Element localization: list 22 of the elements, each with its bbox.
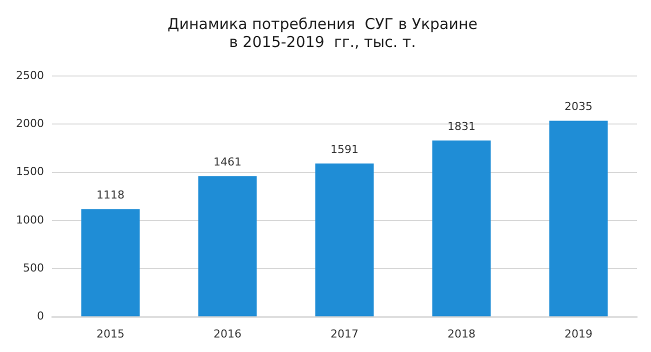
chart-title: Динамика потребления СУГ в Украине в 2015-2019 гг., тыс. т. xyxy=(167,14,478,51)
x-tick-label: 2017 xyxy=(330,327,358,340)
x-tick-label: 2015 xyxy=(96,327,124,340)
data-label: 1461 xyxy=(213,155,242,168)
x-tick-label: 2016 xyxy=(213,327,242,340)
y-tick-label: 1500 xyxy=(16,165,44,178)
y-tick-label: 0 xyxy=(36,310,44,323)
data-label: 2035 xyxy=(564,100,592,114)
bar xyxy=(315,164,374,316)
x-tick-label: 2019 xyxy=(564,327,592,340)
x-tick-label: 2018 xyxy=(448,327,476,340)
data-label: 1118 xyxy=(96,188,124,202)
y-tick-label: 2000 xyxy=(16,117,44,130)
bar xyxy=(549,120,608,316)
data-label: 1591 xyxy=(330,142,358,156)
y-tick-label: 500 xyxy=(22,262,44,274)
data-label: 1831 xyxy=(448,120,476,133)
bar xyxy=(198,176,257,316)
bar xyxy=(432,140,491,316)
y-tick-label: 2500 xyxy=(16,68,44,82)
bar xyxy=(81,209,140,316)
y-tick-label: 1000 xyxy=(16,213,44,226)
